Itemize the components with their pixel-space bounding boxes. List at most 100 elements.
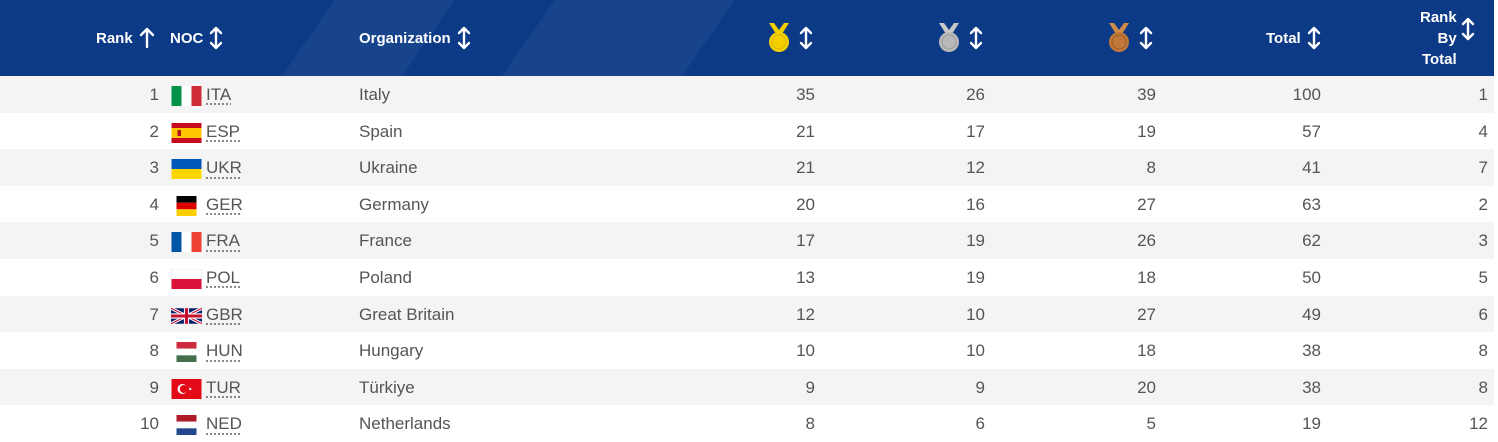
noc-link[interactable]: HUN: [206, 341, 243, 361]
rank-cell: 1: [149, 85, 159, 104]
table-row: 5 FRA France 17 19 26 62 3: [0, 222, 1494, 260]
sort-icon[interactable]: [1139, 26, 1153, 50]
rank-cell: 7: [149, 304, 159, 324]
silver-column-header[interactable]: [935, 0, 983, 76]
sort-icon[interactable]: [457, 26, 471, 50]
organization-cell: Great Britain: [359, 304, 455, 324]
gold-medal-icon: [769, 23, 789, 52]
total-count-cell: 49: [1302, 304, 1321, 324]
total-count-cell: 50: [1302, 268, 1321, 287]
bronze-column-header[interactable]: [1105, 0, 1153, 76]
rank-cell: 4: [149, 194, 159, 214]
sort-icon[interactable]: [209, 26, 223, 50]
noc-link[interactable]: GBR: [206, 304, 243, 324]
silver-count-cell: 17: [966, 121, 985, 141]
rank-cell: 3: [149, 158, 159, 178]
organization-column-header[interactable]: Organization: [359, 0, 471, 76]
silver-count-cell: 6: [975, 414, 985, 434]
table-header: Rank NOC Organization: [0, 0, 1494, 76]
rank-by-total-cell: 4: [1478, 121, 1488, 141]
ukraine-flag-icon: [171, 159, 202, 180]
rank-header-label: Rank: [96, 29, 133, 47]
bronze-count-cell: 27: [1137, 304, 1156, 324]
gold-count-cell: 21: [796, 121, 815, 141]
bronze-count-cell: 26: [1137, 231, 1156, 251]
silver-count-cell: 12: [966, 158, 985, 178]
bronze-count-cell: 18: [1137, 268, 1156, 287]
rank-by-total-cell: 8: [1478, 341, 1488, 361]
sort-icon[interactable]: [969, 26, 983, 50]
silver-count-cell: 19: [966, 268, 985, 287]
italy-flag-icon: [171, 86, 202, 106]
rank-column-header[interactable]: Rank: [96, 0, 155, 76]
table-row: 8 HUN Hungary 10 10 18 38 8: [0, 332, 1494, 370]
silver-count-cell: 26: [966, 85, 985, 104]
rank-cell: 5: [149, 231, 159, 251]
organization-header-label: Organization: [359, 29, 451, 47]
noc-link[interactable]: FRA: [206, 231, 240, 251]
gold-count-cell: 20: [796, 194, 815, 214]
gold-count-cell: 10: [796, 341, 815, 361]
noc-link[interactable]: ITA: [206, 85, 232, 104]
gold-column-header[interactable]: [765, 0, 813, 76]
silver-count-cell: 10: [966, 304, 985, 324]
noc-column-header[interactable]: NOC: [170, 0, 223, 76]
bronze-count-cell: 18: [1137, 341, 1156, 361]
total-count-cell: 63: [1302, 194, 1321, 214]
table-row: 3 UKR Ukraine 21 12 8 41 7: [0, 149, 1494, 187]
bronze-count-cell: 27: [1137, 194, 1156, 214]
sort-icon[interactable]: [1461, 17, 1475, 41]
sort-ascending-icon[interactable]: [139, 27, 155, 49]
sort-icon[interactable]: [1307, 26, 1321, 50]
total-count-cell: 19: [1302, 414, 1321, 434]
gold-count-cell: 12: [796, 304, 815, 324]
rank-cell: 8: [149, 341, 159, 361]
organization-cell: Netherlands: [359, 414, 451, 434]
table-row: 4 GER Germany 20 16 27 63 2: [0, 185, 1494, 223]
rank-by-total-cell: 5: [1478, 268, 1488, 287]
rank-cell: 2: [149, 121, 159, 141]
spain-flag-icon: [171, 122, 202, 143]
rank-by-total-column-header[interactable]: Rank By Total: [1420, 0, 1475, 76]
noc-header-label: NOC: [170, 29, 204, 47]
noc-link[interactable]: UKR: [206, 158, 242, 178]
gold-count-cell: 17: [796, 231, 815, 251]
total-header-label: Total: [1266, 29, 1301, 47]
great-britain-flag-icon: [171, 306, 202, 326]
silver-count-cell: 10: [966, 341, 985, 361]
bronze-count-cell: 39: [1137, 85, 1156, 104]
noc-link[interactable]: POL: [206, 268, 241, 287]
rank-by-total-cell: 1: [1478, 85, 1488, 104]
rank-cell: 10: [140, 414, 159, 434]
organization-cell: Italy: [359, 85, 391, 104]
gold-count-cell: 9: [805, 377, 815, 397]
rank-by-total-cell: 7: [1478, 158, 1488, 178]
noc-link[interactable]: GER: [206, 194, 243, 214]
rank-by-total-cell: 3: [1478, 231, 1488, 251]
turkiye-flag-icon: [171, 378, 202, 399]
france-flag-icon: [171, 232, 202, 253]
noc-link[interactable]: ESP: [206, 121, 241, 141]
noc-link[interactable]: TUR: [206, 377, 241, 397]
bronze-count-cell: 8: [1146, 158, 1156, 178]
bronze-count-cell: 20: [1137, 377, 1156, 397]
rank-cell: 6: [149, 268, 159, 287]
organization-cell: Spain: [359, 121, 403, 141]
table-row: 2 ESP Spain 21 17 19 57 4: [0, 112, 1494, 150]
gold-count-cell: 13: [796, 268, 815, 287]
total-column-header[interactable]: Total: [1266, 0, 1321, 76]
noc-link[interactable]: NED: [206, 414, 242, 434]
poland-flag-icon: [171, 269, 202, 289]
total-count-cell: 57: [1302, 121, 1321, 141]
gold-count-cell: 21: [796, 158, 815, 178]
hungary-flag-icon: [171, 342, 202, 363]
rank-cell: 9: [149, 377, 159, 397]
sort-icon[interactable]: [799, 26, 813, 50]
rank-by-total-header-label: Rank By Total: [1420, 8, 1457, 68]
rank-by-total-cell: 2: [1478, 194, 1488, 214]
rank-by-total-cell: 8: [1478, 377, 1488, 397]
organization-cell: Hungary: [359, 341, 424, 361]
table-row: 9 TUR Türkiye 9 9 20 38 8: [0, 368, 1494, 406]
total-count-cell: 41: [1302, 158, 1321, 178]
